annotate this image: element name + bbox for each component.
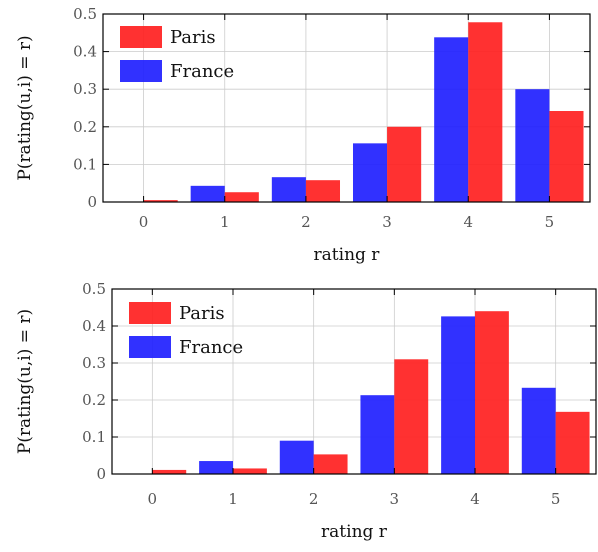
bar-france-rating-2: [271, 177, 306, 202]
x-tick-label: 4: [463, 213, 473, 231]
bar-france-rating-4: [441, 316, 475, 474]
y-tick-label: 0.1: [82, 428, 106, 446]
x-tick-label: 1: [220, 213, 230, 231]
bar-france-rating-1: [190, 185, 225, 202]
legend-label-france: France: [170, 61, 234, 82]
bar-paris-rating-3: [394, 359, 429, 474]
x-tick-label: 5: [545, 213, 555, 231]
bar-france-rating-4: [434, 37, 469, 203]
chart-panel-2: 0 0.1 0.2 0.3 0.4 0.5 0 1 2 3 4 5 rating r P(rating(u…: [15, 280, 597, 542]
legend-label-france: France: [179, 337, 243, 358]
bar-france-rating-5: [515, 89, 550, 202]
bar-paris-rating-5: [555, 411, 590, 474]
chart-panel-1: 0 0.1 0.2 0.3 0.4 0.5 0 1 2 3 4 5 rating r P(rating(u…: [15, 5, 591, 265]
x-tick-label: 1: [228, 490, 238, 508]
y-tick-label: 0.3: [82, 354, 106, 372]
x-tick-label: 0: [139, 213, 149, 231]
bar-paris-rating-4: [468, 22, 503, 202]
y-tick-label: 0.4: [82, 317, 106, 335]
y-tick-label: 0.5: [82, 280, 106, 298]
y-tick-label: 0.4: [73, 43, 97, 61]
legend-label-paris: Paris: [179, 303, 225, 324]
y-tick-label: 0.2: [73, 118, 97, 136]
y-tick-label: 0.5: [73, 5, 97, 23]
legend-swatch-france: [120, 60, 162, 82]
x-tick-label: 2: [309, 490, 319, 508]
legend-swatch-france: [129, 336, 171, 358]
bar-paris-rating-2: [313, 454, 348, 474]
bar-paris-rating-2: [305, 180, 341, 202]
legend-swatch-paris: [129, 302, 171, 324]
bar-paris-rating-1: [224, 192, 259, 202]
y-axis-label: P(rating(u,i) = r): [15, 35, 35, 180]
y-tick-label: 0.2: [82, 391, 106, 409]
plot-frame: [111, 288, 597, 475]
bar-paris-rating-5: [549, 111, 584, 202]
legend: Paris France: [120, 26, 234, 82]
legend: Paris France: [129, 302, 243, 358]
bar-paris-rating-3: [387, 126, 422, 202]
y-tick-label: 0.1: [73, 155, 97, 173]
bar-paris-rating-0: [143, 200, 178, 202]
bar-france-rating-3: [360, 395, 395, 474]
bar-france-rating-1: [199, 461, 233, 474]
bar-france-rating-5: [521, 387, 556, 474]
legend-label-paris: Paris: [170, 27, 216, 48]
y-tick-label: 0: [96, 465, 106, 483]
x-tick-label: 5: [551, 490, 561, 508]
bar-france-rating-2: [279, 440, 314, 474]
bar-paris-rating-1: [233, 468, 267, 474]
y-axis-label: P(rating(u,i) = r): [15, 309, 35, 454]
x-axis-label: rating r: [314, 245, 381, 265]
x-tick-label: 0: [148, 490, 158, 508]
x-tick-label: 4: [470, 490, 480, 508]
y-tick-label: 0.3: [73, 80, 97, 98]
x-tick-label: 3: [390, 490, 400, 508]
x-tick-label: 3: [382, 213, 392, 231]
plot-frame: [102, 13, 591, 203]
legend-swatch-paris: [120, 26, 162, 48]
x-tick-label: 2: [301, 213, 311, 231]
y-tick-label: 0: [87, 193, 97, 211]
bar-paris-rating-0: [152, 469, 187, 474]
bar-france-rating-3: [352, 143, 388, 202]
x-axis-label: rating r: [321, 522, 388, 542]
bar-paris-rating-4: [475, 311, 509, 474]
